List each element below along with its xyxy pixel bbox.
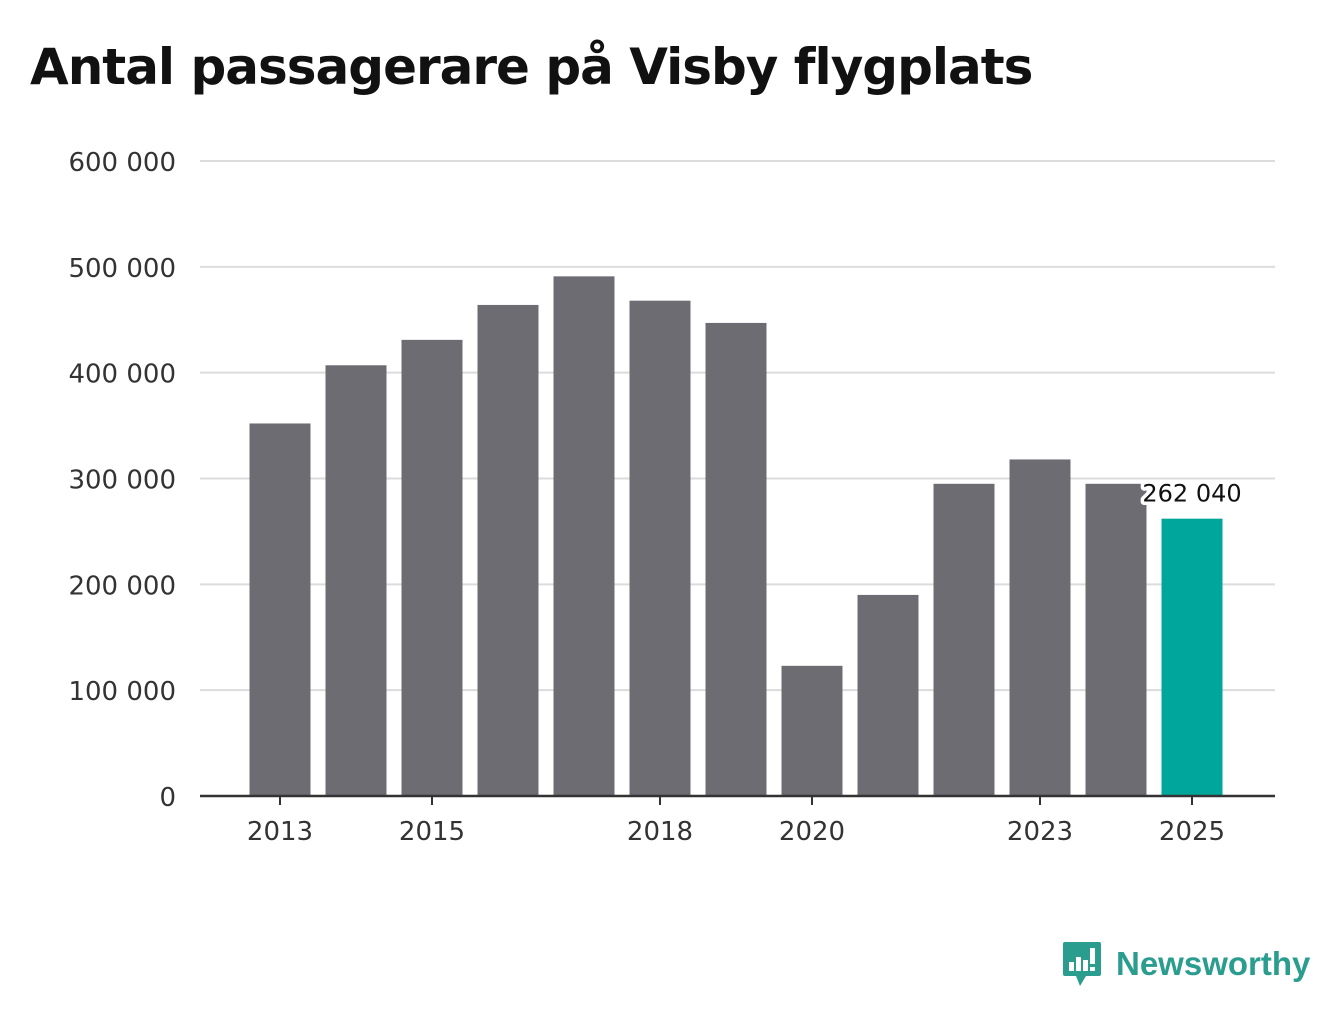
newsworthy-brand[interactable]: Newsworthy — [1062, 940, 1310, 988]
x-tick-label: 2023 — [1007, 817, 1073, 847]
bar-2016[interactable] — [477, 304, 539, 796]
chart-title: Antal passagerare på Visby flygplats — [30, 38, 1033, 96]
brand-name: Newsworthy — [1116, 945, 1311, 982]
y-tick-label: 0 — [159, 783, 176, 813]
bar-2021[interactable] — [857, 594, 919, 796]
bar-2015[interactable] — [401, 339, 463, 796]
x-tick-label: 2015 — [399, 817, 465, 847]
y-tick-label: 500 000 — [68, 254, 176, 284]
value-label-halo: 262 040 — [1142, 480, 1241, 508]
x-tick-label: 2020 — [779, 817, 845, 847]
y-tick-label: 200 000 — [68, 571, 176, 601]
x-tick-label: 2013 — [247, 817, 313, 847]
bar-2020[interactable] — [781, 665, 843, 796]
y-axis-labels: 0 100 000 200 000 300 000 400 000 500 000 600 … — [68, 148, 176, 813]
x-axis-labels: 2013 2015 2018 2020 2023 2025 — [247, 796, 1225, 847]
bar-2025[interactable] — [1161, 518, 1223, 796]
bar-2019[interactable] — [705, 322, 767, 796]
x-tick-label: 2025 — [1159, 817, 1225, 847]
y-tick-label: 300 000 — [68, 466, 176, 496]
bar-2017[interactable] — [553, 276, 615, 796]
bar-2022[interactable] — [933, 483, 995, 796]
bar-chart: 0 100 000 200 000 300 000 400 000 500 000 600 … — [68, 148, 1275, 847]
bar-2018[interactable] — [629, 300, 691, 796]
newsworthy-logo-icon — [1063, 942, 1101, 986]
y-tick-label: 600 000 — [68, 148, 176, 178]
bar-2013[interactable] — [249, 423, 311, 796]
bar-2023[interactable] — [1009, 459, 1071, 796]
bar-2014[interactable] — [325, 365, 387, 796]
y-tick-label: 400 000 — [68, 360, 176, 390]
bar-2024[interactable] — [1085, 483, 1147, 796]
x-tick-label: 2018 — [627, 817, 693, 847]
y-tick-label: 100 000 — [68, 677, 176, 707]
value-label: 262 040 — [1142, 480, 1241, 508]
bars — [249, 276, 1223, 796]
